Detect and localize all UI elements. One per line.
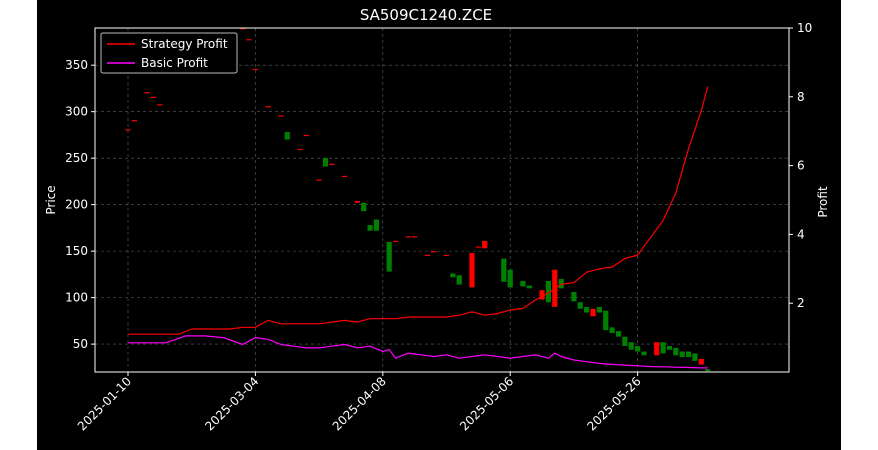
candle xyxy=(571,292,577,302)
candlestick-series xyxy=(125,28,711,372)
candle xyxy=(590,308,596,317)
y-tick-label-right: 2 xyxy=(797,296,805,310)
candle xyxy=(412,236,418,238)
candle xyxy=(615,331,622,337)
candle xyxy=(144,92,150,94)
chart-title: SA509C1240.ZCE xyxy=(360,6,492,24)
candle xyxy=(373,219,380,231)
y-tick-label-right: 6 xyxy=(797,159,805,173)
y-tick-label-left: 350 xyxy=(65,58,88,72)
candle xyxy=(131,120,137,122)
candle xyxy=(685,351,692,358)
candle xyxy=(322,158,329,167)
plot-frame xyxy=(94,27,790,373)
candle xyxy=(501,258,507,282)
y-axis-label-right: Profit xyxy=(816,186,830,218)
y-tick-label-left: 100 xyxy=(65,291,88,305)
candle xyxy=(545,280,552,303)
legend-label-basic: Basic Profit xyxy=(141,56,208,70)
candle xyxy=(297,148,303,151)
y-tick-label-right: 10 xyxy=(797,21,812,35)
candle xyxy=(577,302,583,309)
candle xyxy=(539,290,545,300)
candle xyxy=(240,28,246,30)
candle xyxy=(507,269,513,288)
candle xyxy=(609,327,615,333)
legend: Strategy Profit Basic Profit xyxy=(100,32,238,74)
candle xyxy=(641,351,647,356)
candle xyxy=(526,285,532,289)
candle xyxy=(679,351,685,358)
x-tick-label: 2025-05-06 xyxy=(457,374,516,433)
y-tick-label-left: 150 xyxy=(65,244,88,258)
candle xyxy=(125,129,131,131)
basic-profit-line xyxy=(128,335,708,369)
profit-lines xyxy=(128,86,709,369)
candle xyxy=(603,310,609,331)
candle xyxy=(392,240,399,243)
y-tick-label-left: 300 xyxy=(65,105,88,119)
candle xyxy=(698,358,704,365)
candle xyxy=(284,132,290,140)
y-tick-label-left: 50 xyxy=(73,337,88,351)
candle xyxy=(316,179,322,181)
candle xyxy=(666,345,673,350)
candle xyxy=(482,240,488,249)
candle xyxy=(628,342,634,350)
candle xyxy=(361,202,367,212)
candle xyxy=(635,345,641,352)
candle xyxy=(386,241,392,272)
candle xyxy=(622,336,628,346)
y-tick-label-left: 250 xyxy=(65,151,88,165)
candle xyxy=(450,273,456,278)
candle xyxy=(354,200,360,203)
candle xyxy=(558,279,564,289)
x-tick-label: 2025-03-04 xyxy=(202,374,261,433)
chart-svg: SA509C1240.ZCE 50 100 150 200 250 300 350 2 4 6 8 1… xyxy=(44,6,830,433)
candle xyxy=(341,175,348,178)
candle xyxy=(150,96,157,98)
candle xyxy=(246,39,252,41)
x-tick-label: 2025-04-08 xyxy=(330,374,389,433)
candle xyxy=(520,280,526,287)
candle xyxy=(303,134,309,137)
legend-label-strategy: Strategy Profit xyxy=(141,37,228,51)
candle xyxy=(278,115,284,117)
x-tick-label: 2025-05-26 xyxy=(585,374,644,433)
candle xyxy=(596,306,602,313)
candle xyxy=(475,246,481,248)
grid-lines xyxy=(95,28,789,372)
candle xyxy=(329,163,335,165)
strategy-profit-line xyxy=(128,86,709,335)
candle xyxy=(443,254,450,257)
chart-figure: SA509C1240.ZCE 50 100 150 200 250 300 350 2 4 6 8 1… xyxy=(37,0,841,450)
y-tick-label-left: 200 xyxy=(65,198,88,212)
candle xyxy=(456,275,462,285)
candle xyxy=(692,353,698,361)
candle xyxy=(424,254,430,257)
y-tick-label-right: 8 xyxy=(797,90,805,104)
candle xyxy=(584,306,590,313)
y-tick-label-right: 4 xyxy=(797,227,805,241)
candle xyxy=(431,251,437,253)
candle xyxy=(367,225,373,231)
y-axis-label-left: Price xyxy=(44,185,58,214)
candle xyxy=(265,106,271,108)
candle xyxy=(654,342,660,356)
candle xyxy=(705,369,711,372)
x-tick-label: 2025-01-10 xyxy=(75,374,134,433)
candle xyxy=(157,104,163,106)
candle xyxy=(469,252,475,288)
candle xyxy=(673,347,679,356)
candle xyxy=(405,236,411,238)
candle xyxy=(660,342,666,354)
candle xyxy=(252,68,258,71)
